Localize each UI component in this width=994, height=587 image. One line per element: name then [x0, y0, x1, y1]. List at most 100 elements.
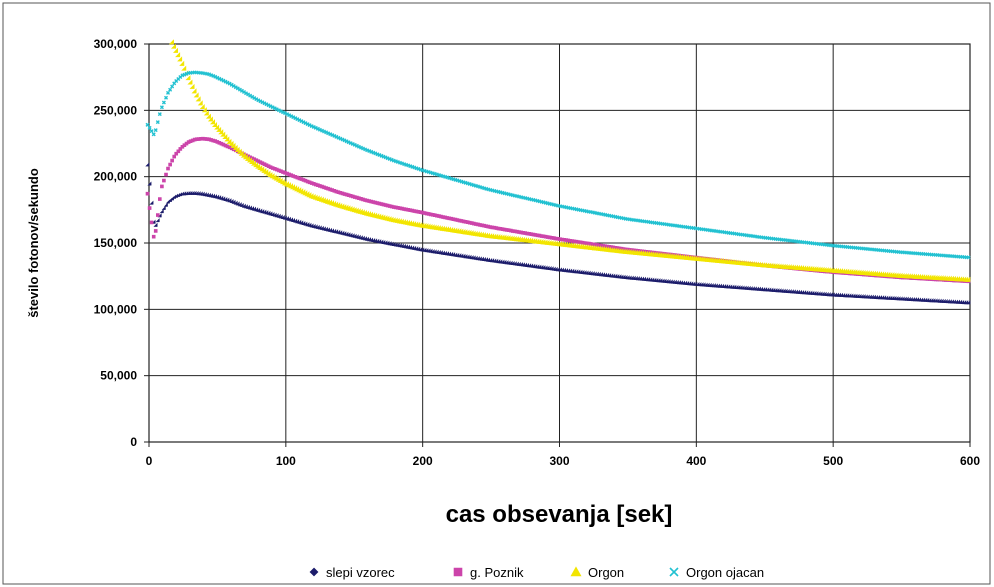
data-point: [172, 47, 179, 53]
data-point: [149, 129, 154, 134]
data-point: [264, 102, 269, 107]
data-point: [253, 162, 259, 168]
y-tick-label: 150,000: [94, 236, 138, 250]
y-tick-label: 50,000: [100, 369, 137, 383]
data-point: [300, 189, 306, 195]
data-point: [161, 100, 166, 105]
data-point: [225, 80, 230, 85]
data-point: [324, 198, 330, 204]
data-point: [378, 214, 384, 220]
y-tick-label: 200,000: [94, 170, 138, 184]
data-point: [331, 200, 337, 206]
data-point: [166, 166, 170, 171]
data-point: [168, 162, 172, 167]
data-point: [337, 202, 343, 208]
data-point: [172, 154, 177, 159]
data-point: [157, 112, 162, 117]
data-point: [220, 131, 226, 137]
data-point: [160, 184, 164, 189]
x-tick-label: 500: [823, 454, 843, 468]
y-tick-label: 0: [130, 435, 137, 449]
y-axis-label: število fotonov/sekundo: [26, 168, 41, 318]
data-point: [238, 150, 244, 156]
data-point: [283, 111, 288, 116]
y-tick-label: 250,000: [94, 103, 138, 117]
series-orgon-ojacan: [145, 70, 971, 260]
data-point: [226, 138, 232, 144]
data-point: [388, 216, 394, 222]
data-point: [165, 199, 170, 204]
data-point: [306, 192, 312, 198]
data-point: [179, 60, 185, 66]
data-point: [370, 212, 376, 218]
data-point: [268, 104, 273, 109]
data-point: [296, 187, 302, 193]
data-point: [341, 204, 347, 210]
data-point: [166, 90, 171, 95]
data-point: [287, 183, 294, 189]
data-point: [221, 78, 226, 83]
data-point: [151, 234, 156, 239]
data-point: [168, 87, 173, 92]
data-point: [302, 190, 308, 196]
data-point: [275, 176, 281, 182]
data-point: [382, 215, 388, 221]
data-point: [164, 172, 168, 177]
data-point: [347, 205, 353, 211]
data-point: [274, 107, 279, 112]
data-point: [345, 205, 351, 211]
legend-item-slepi-vzorec: slepi vzorec: [309, 565, 395, 580]
data-point: [376, 213, 382, 219]
x-tick-label: 600: [960, 454, 980, 468]
data-point: [966, 300, 971, 305]
data-point: [289, 184, 296, 190]
x-tick-label: 400: [686, 454, 706, 468]
data-point: [351, 207, 357, 213]
data-point: [147, 125, 152, 130]
data-point: [415, 221, 421, 227]
data-point: [197, 100, 203, 106]
data-point: [374, 213, 380, 219]
data-point: [384, 215, 390, 221]
legend-marker-x-icon: [669, 567, 679, 577]
data-point: [359, 209, 365, 215]
data-point: [155, 120, 160, 125]
data-point: [273, 175, 279, 181]
data-point: [279, 179, 285, 185]
data-point: [159, 209, 164, 214]
x-tick-label: 0: [146, 454, 153, 468]
legend-item-orgon: Orgon: [570, 565, 624, 580]
data-point: [294, 186, 300, 192]
series-slepi-vzorec: [145, 162, 971, 305]
data-point: [308, 193, 314, 199]
legend-marker-triangle-icon: [570, 566, 582, 577]
data-point: [299, 119, 304, 124]
data-point: [164, 95, 169, 100]
data-point: [195, 96, 201, 102]
x-tick-label: 300: [549, 454, 569, 468]
data-point: [170, 43, 177, 49]
data-point: [353, 207, 359, 213]
data-point: [295, 117, 300, 122]
data-point: [480, 232, 486, 238]
legend-marker-square-icon: [453, 567, 463, 577]
data-point: [193, 92, 199, 98]
data-point: [349, 206, 355, 212]
data-point: [250, 160, 257, 166]
data-point: [343, 204, 349, 210]
data-point: [161, 205, 166, 210]
data-point: [209, 119, 216, 125]
series-orgon: [168, 39, 971, 282]
data-point: [394, 217, 400, 223]
data-point: [147, 181, 152, 186]
data-point: [304, 191, 310, 197]
data-point: [169, 196, 174, 201]
data-point: [328, 200, 335, 206]
data-point: [333, 201, 339, 207]
legend-label: Orgon ojacan: [686, 565, 764, 580]
data-point: [147, 206, 152, 210]
data-point: [312, 194, 318, 200]
data-point: [240, 152, 246, 158]
legend-item-g-poznik: g. Poznik: [453, 565, 524, 580]
